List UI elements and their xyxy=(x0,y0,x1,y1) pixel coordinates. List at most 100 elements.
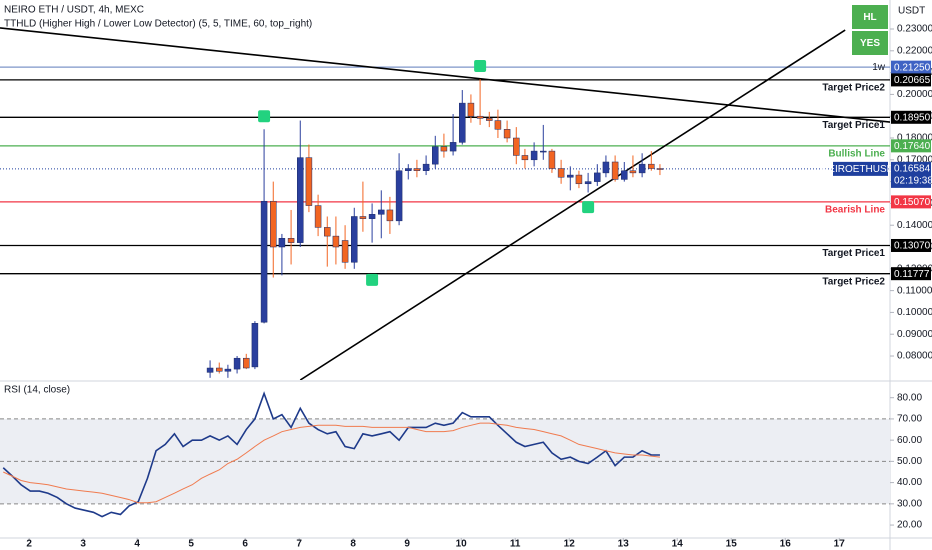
candle-body xyxy=(476,115,484,119)
candle-body xyxy=(287,238,295,243)
main-pane xyxy=(0,27,890,380)
level-tag-label: 0.17640 xyxy=(894,141,931,152)
candle-body xyxy=(486,118,493,121)
x-tick-label: 10 xyxy=(456,539,468,550)
badge-label: HL xyxy=(863,12,876,23)
candle-body xyxy=(467,102,475,117)
x-tick-label: 14 xyxy=(672,539,684,550)
level-text: Target Price2 xyxy=(822,83,885,94)
level-tag-label: 0.20665 xyxy=(894,75,931,86)
level-tag-label: 0.21250 xyxy=(894,62,931,73)
x-tick-label: 16 xyxy=(780,539,792,550)
candle-body xyxy=(513,137,520,156)
candle-body xyxy=(422,163,430,171)
y-tick-label: 0.17000 xyxy=(897,154,932,165)
candle-body xyxy=(332,235,340,248)
y-tick-label: 0.14000 xyxy=(897,220,932,231)
y-tick-label: 0.09000 xyxy=(897,329,932,340)
candle-body xyxy=(521,155,529,161)
rsi-y-tick-label: 20.00 xyxy=(897,520,922,531)
rsi-y-tick-label: 40.00 xyxy=(897,477,922,488)
level-text: Bullish Line xyxy=(828,148,885,159)
x-tick-label: 7 xyxy=(296,539,302,550)
signal-marker xyxy=(474,60,487,73)
level-tag-label: 0.15070 xyxy=(894,197,931,208)
x-tick-label: 13 xyxy=(618,539,630,550)
y-tick-label: 0.18000 xyxy=(897,133,932,144)
candle-body xyxy=(405,168,412,171)
level-text: Target Price1 xyxy=(822,248,885,259)
badge xyxy=(852,5,888,29)
level-text: 1w xyxy=(872,62,886,73)
level-tag xyxy=(891,238,931,252)
candle-body xyxy=(575,174,583,185)
y-tick-label: 0.08000 xyxy=(897,351,932,362)
x-tick-label: 11 xyxy=(510,539,521,550)
candle-body xyxy=(548,150,556,169)
candle-body xyxy=(540,150,547,153)
candle-body xyxy=(648,163,655,169)
candle-body xyxy=(459,102,466,143)
candle-body xyxy=(378,209,385,215)
candle-body xyxy=(413,168,421,171)
level-text: Bearish Line xyxy=(825,205,885,216)
candle-body xyxy=(206,367,214,373)
x-tick-label: 4 xyxy=(134,539,140,550)
level-text: Target Price2 xyxy=(822,276,885,287)
currency-label: USDT xyxy=(898,6,925,17)
candle-body xyxy=(395,170,403,222)
trend-line xyxy=(299,29,846,380)
candle-body xyxy=(611,161,619,180)
candle-body xyxy=(567,174,574,178)
rsi-y-tick-label: 70.00 xyxy=(897,414,922,425)
rsi-y-tick-label: 80.00 xyxy=(897,392,922,403)
badge xyxy=(852,31,888,55)
candle-body xyxy=(602,161,610,174)
y-tick-label: 0.20000 xyxy=(897,89,932,100)
level-tag xyxy=(891,267,931,281)
candle-body xyxy=(432,146,439,165)
chart-title: NEIRO ETH / USDT, 4h, MEXC xyxy=(4,5,144,16)
rsi-y-tick-label: 30.00 xyxy=(897,498,922,509)
x-tick-label: 5 xyxy=(188,539,194,550)
level-tag xyxy=(891,139,931,153)
price-tag xyxy=(891,161,931,188)
candle-body xyxy=(530,150,538,161)
level-tag-label: 0.13070 xyxy=(894,241,931,252)
candle-body xyxy=(621,170,628,180)
candle-body xyxy=(341,240,349,263)
x-tick-label: 3 xyxy=(80,539,86,550)
symbol-label: NEIROETHUSDT xyxy=(821,164,900,175)
candle-body xyxy=(386,209,394,222)
y-tick-label: 0.11000 xyxy=(897,285,932,296)
x-tick-label: 8 xyxy=(350,539,356,550)
candle-body xyxy=(260,200,268,323)
candle-body xyxy=(494,120,502,130)
candle-body xyxy=(233,357,241,370)
x-tick-label: 17 xyxy=(834,539,846,550)
candle-body xyxy=(216,367,223,372)
candle-body xyxy=(629,170,637,174)
candle-body xyxy=(584,181,592,185)
rsi-y-tick-label: 60.00 xyxy=(897,435,922,446)
candle-body xyxy=(297,157,304,243)
symbol-tag xyxy=(833,161,888,176)
indicator-label: TTHLD (Higher High / Lower Low Detector)… xyxy=(4,19,312,30)
candle-body xyxy=(359,216,367,219)
x-tick-label: 6 xyxy=(242,539,248,550)
x-tick-label: 9 xyxy=(404,539,410,550)
level-tag xyxy=(891,73,931,87)
rsi-y-tick-label: 50.00 xyxy=(897,456,922,467)
price-tag-label: 0.16584 xyxy=(894,164,931,175)
badge-label: YES xyxy=(860,38,880,49)
level-tag xyxy=(891,60,931,74)
overlay: NEIRO ETH / USDT, 4h, MEXC TTHLD (Higher … xyxy=(4,5,932,550)
signal-marker xyxy=(258,110,271,123)
candle-body xyxy=(351,216,358,263)
rsi-line xyxy=(3,422,661,504)
level-tag-label: 0.11777 xyxy=(894,269,930,280)
countdown-label: 02:19:38 xyxy=(894,176,932,187)
level-tag xyxy=(891,110,931,124)
level-text: Target Price1 xyxy=(822,120,885,131)
